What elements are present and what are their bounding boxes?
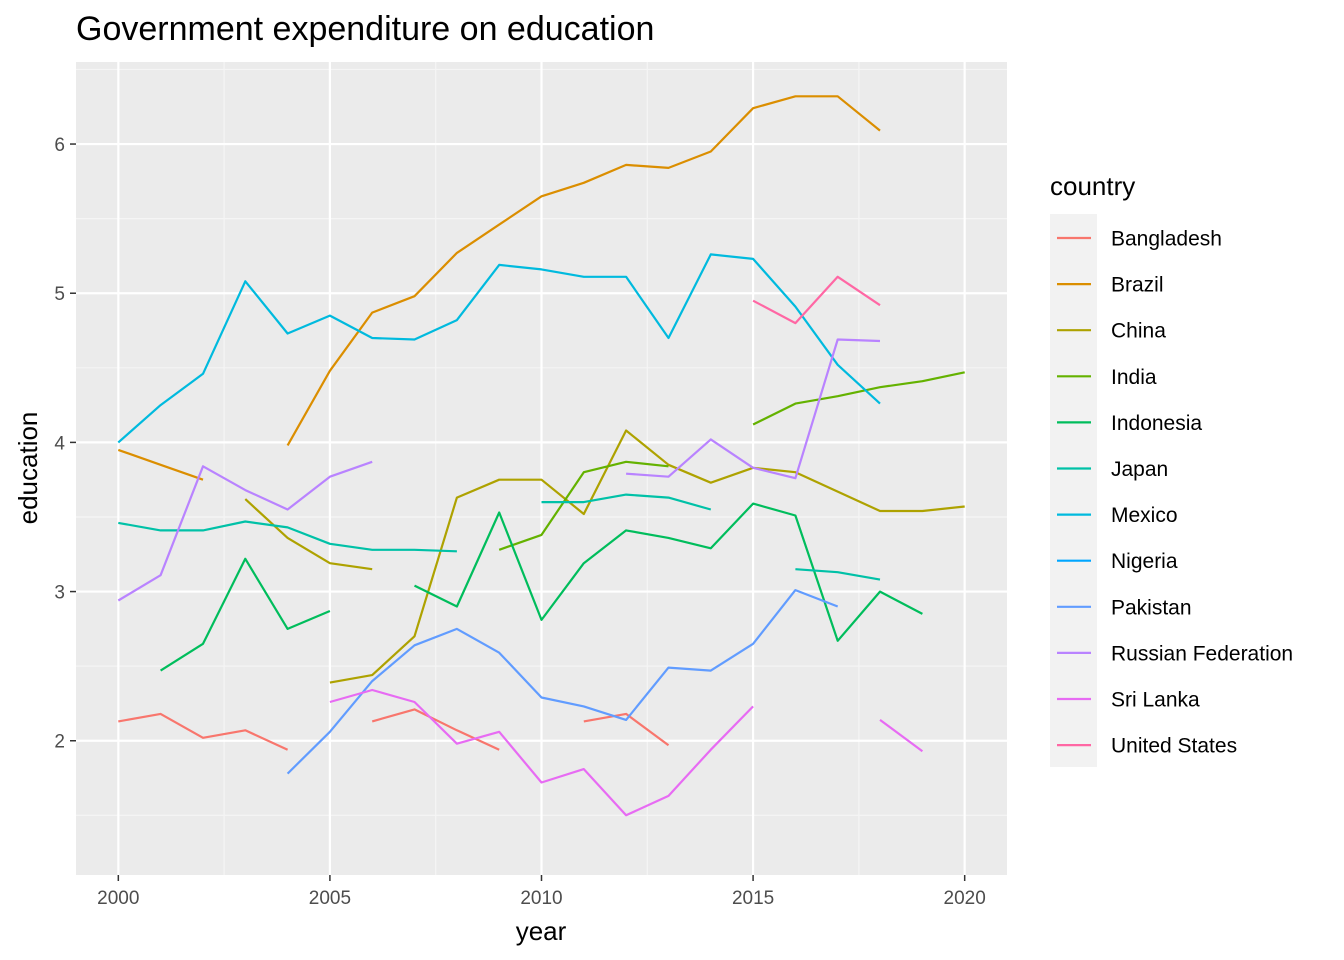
series-line-indonesia (160, 502, 923, 672)
legend: country Bangladesh Brazil China India Indone… (1050, 171, 1293, 767)
x-tick-label: 2015 (732, 888, 774, 909)
y-tick-label: 6 (54, 135, 65, 156)
legend-label-russian-federation: Russian Federation (1111, 642, 1293, 665)
legend-label-china: China (1111, 320, 1166, 343)
y-axis-title: education (13, 412, 43, 525)
series-line-bangladesh (118, 708, 670, 751)
y-axis: 2 3 4 5 6 (54, 135, 76, 753)
x-tick-label: 2000 (97, 888, 139, 909)
series-line-russian-federation (117, 338, 881, 602)
x-tick-label: 2010 (520, 888, 562, 909)
series-line-united-states (752, 275, 881, 325)
series-line-china (244, 429, 965, 684)
series-line-mexico (117, 253, 881, 444)
legend-label-india: India (1111, 366, 1157, 389)
legend-label-mexico: Mexico (1111, 504, 1178, 527)
legend-title: country (1050, 171, 1135, 201)
legend-label-sri-lanka: Sri Lanka (1111, 689, 1200, 712)
legend-label-united-states: United States (1111, 735, 1237, 758)
legend-label-nigeria: Nigeria (1111, 550, 1178, 573)
legend-key-background (1050, 214, 1097, 767)
x-axis: 2000 2005 2010 2015 2020 (97, 875, 986, 909)
x-tick-label: 2005 (309, 888, 351, 909)
series-line-japan (118, 493, 881, 581)
x-axis-title: year (516, 916, 567, 946)
legend-label-japan: Japan (1111, 458, 1168, 481)
chart-title: Government expenditure on education (76, 10, 654, 48)
x-tick-label: 2020 (944, 888, 986, 909)
legend-items: Bangladesh Brazil China India Indonesia Japan… (1057, 228, 1293, 758)
series-line-brazil (117, 95, 881, 481)
y-tick-label: 5 (54, 284, 65, 305)
y-tick-label: 4 (54, 433, 65, 454)
legend-label-indonesia: Indonesia (1111, 412, 1202, 435)
y-tick-label: 3 (54, 583, 65, 604)
series-line-india (498, 371, 965, 551)
series-line-pakistan (286, 589, 839, 775)
legend-label-pakistan: Pakistan (1111, 596, 1192, 619)
y-tick-label: 2 (54, 732, 65, 753)
series-line-sri-lanka (329, 688, 924, 817)
legend-label-bangladesh: Bangladesh (1111, 228, 1222, 251)
legend-label-brazil: Brazil (1111, 274, 1164, 297)
series-lines (117, 95, 965, 817)
